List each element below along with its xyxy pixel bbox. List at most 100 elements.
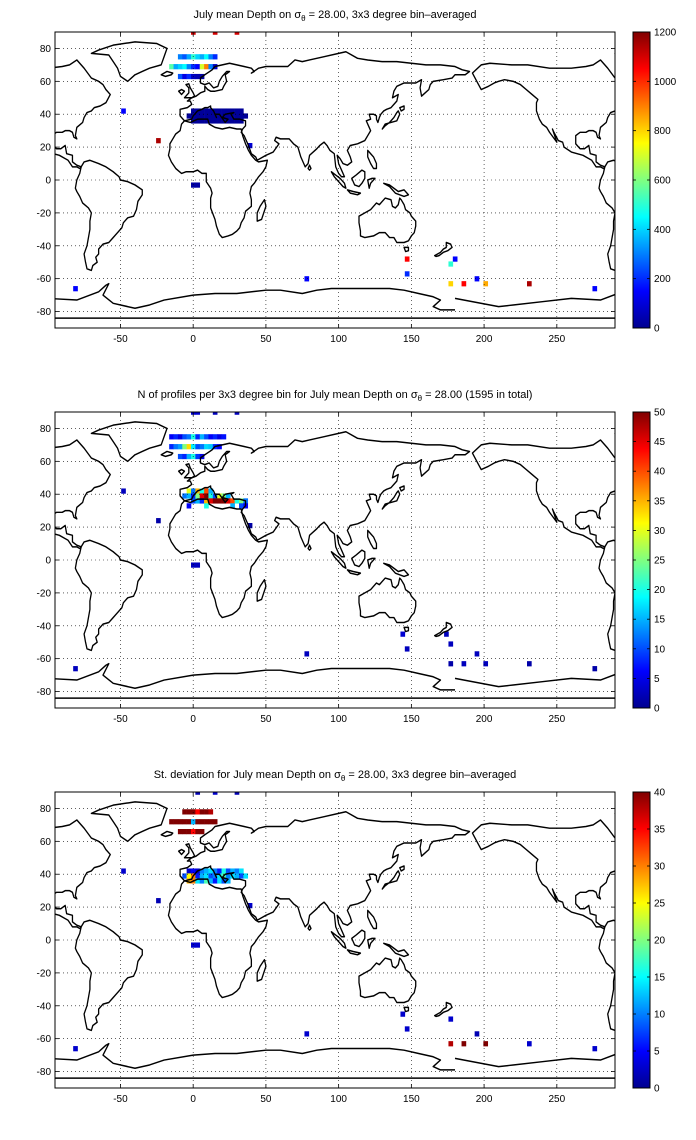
data-cell [483, 661, 489, 667]
data-cell [191, 809, 196, 815]
colorbar: 0 200 400 600 800 1000 1200 [632, 28, 677, 335]
data-cell [195, 412, 201, 415]
data-cell [208, 493, 214, 499]
x-tick-label: 100 [330, 334, 347, 345]
x-tick-label: 50 [260, 714, 272, 725]
data-cell [191, 182, 196, 188]
data-cell [199, 444, 205, 450]
y-tick-label: 60 [40, 77, 52, 88]
data-cell [234, 113, 240, 119]
data-cell [186, 878, 192, 884]
colorbar-tick-label: 40 [654, 467, 666, 478]
y-tick-label: -40 [37, 621, 52, 632]
y-tick-label: 40 [40, 870, 52, 881]
data-cell [121, 108, 126, 114]
data-cell [186, 434, 192, 440]
colorbar-tick-label: 15 [654, 973, 666, 984]
data-cell [247, 903, 253, 909]
data-cell [217, 118, 222, 124]
data-cell [156, 898, 161, 904]
data-cell [199, 54, 205, 60]
data-cell [204, 809, 209, 815]
data-cell [186, 493, 192, 499]
colorbar-tick-label: 45 [654, 437, 666, 448]
data-cell [182, 54, 187, 60]
data-cell [400, 631, 406, 637]
data-cell [204, 444, 209, 450]
data-cell [474, 276, 480, 282]
data-cell [177, 453, 183, 460]
data-cell [199, 819, 205, 825]
data-cell [195, 444, 201, 450]
y-tick-label: -80 [37, 687, 52, 698]
y-tick-label: 80 [40, 44, 52, 55]
data-cell [173, 819, 179, 825]
data-cell [208, 878, 214, 884]
data-cell [225, 113, 231, 119]
y-tick-label: -20 [37, 968, 52, 979]
data-cell [208, 873, 214, 879]
data-cell [483, 281, 489, 287]
data-cell [186, 819, 192, 825]
data-cell [186, 809, 192, 815]
colorbar-tick-label: 10 [654, 644, 666, 655]
data-cell [448, 1016, 454, 1022]
colorbar-tick-label: 50 [654, 408, 666, 419]
data-cell [225, 118, 231, 124]
x-tick-label: 150 [403, 714, 420, 725]
data-cell [217, 868, 222, 874]
data-cell [239, 873, 244, 879]
data-cell [191, 868, 196, 874]
gridlines [55, 412, 615, 708]
data-cell [191, 108, 196, 114]
data-cell [173, 444, 179, 450]
data-cell [195, 819, 201, 825]
data-cell [217, 113, 222, 119]
y-tick-label: 20 [40, 903, 52, 914]
data-cell [121, 488, 126, 494]
data-cell [448, 661, 454, 667]
data-cell [182, 444, 187, 450]
y-tick-label: -60 [37, 274, 52, 285]
data-cell [304, 651, 310, 657]
data-cell [212, 868, 218, 874]
y-tick-label: 0 [45, 176, 51, 187]
data-cell [195, 942, 201, 948]
y-tick-label: -60 [37, 1034, 52, 1045]
data-cell [195, 829, 201, 835]
colorbar-tick-label: 1200 [654, 28, 677, 39]
data-cell [234, 873, 240, 879]
data-cell [182, 73, 187, 80]
x-tick-label: 250 [548, 714, 565, 725]
data-cell [191, 942, 196, 948]
data-cell [208, 108, 214, 114]
data-cell [212, 412, 218, 415]
data-cell [186, 54, 192, 60]
data-cell [230, 108, 235, 114]
data-cell [156, 518, 161, 524]
colorbar-tick-label: 15 [654, 615, 666, 626]
x-tick-label: -50 [113, 334, 128, 345]
data-cell [186, 829, 192, 835]
data-cell [404, 256, 410, 262]
data-cell [182, 453, 187, 460]
data-cell [204, 118, 209, 124]
colorbar-tick-label: 35 [654, 825, 666, 836]
colorbar-tick-label: 5 [654, 1047, 660, 1058]
data-cell [186, 73, 192, 80]
data-cell [212, 108, 218, 114]
data-cell [204, 878, 209, 884]
data-cell [217, 873, 222, 879]
colorbar-tick-label: 10 [654, 1010, 666, 1021]
data-cell [304, 276, 310, 282]
data-cell [73, 1046, 78, 1052]
x-tick-label: 0 [190, 334, 196, 345]
x-tick-label: 100 [330, 714, 347, 725]
data-cell [182, 829, 187, 835]
data-cell [195, 493, 201, 499]
data-cell [225, 873, 231, 879]
data-cell [225, 868, 231, 874]
y-tick-label: 20 [40, 523, 52, 534]
data-cell [404, 646, 410, 652]
data-cell [527, 281, 532, 287]
